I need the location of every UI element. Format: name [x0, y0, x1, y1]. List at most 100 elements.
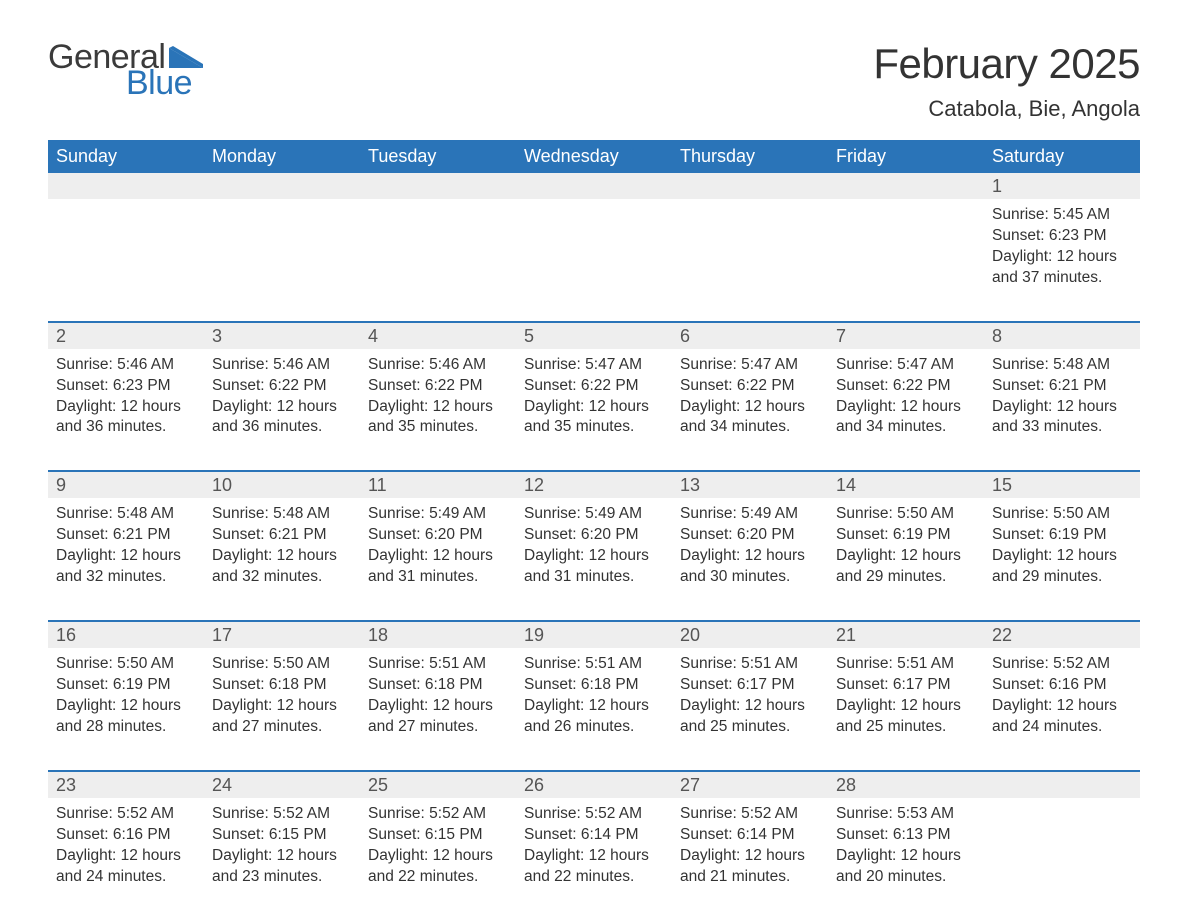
day-sunrise: Sunrise: 5:50 AM [836, 504, 976, 525]
day-sunset: Sunset: 6:13 PM [836, 825, 976, 846]
day-sunset: Sunset: 6:18 PM [212, 675, 352, 696]
day-content: Sunrise: 5:52 AMSunset: 6:15 PMDaylight:… [360, 798, 516, 892]
day-daylight1: Daylight: 12 hours [680, 696, 820, 717]
day-cell [360, 173, 516, 293]
day-daylight2: and 32 minutes. [212, 567, 352, 588]
day-sunset: Sunset: 6:21 PM [56, 525, 196, 546]
calendar-week: 1Sunrise: 5:45 AMSunset: 6:23 PMDaylight… [48, 173, 1140, 293]
day-daylight2: and 27 minutes. [368, 717, 508, 738]
day-sunset: Sunset: 6:18 PM [368, 675, 508, 696]
day-daylight2: and 33 minutes. [992, 417, 1132, 438]
day-cell: 27Sunrise: 5:52 AMSunset: 6:14 PMDayligh… [672, 772, 828, 892]
day-cell: 28Sunrise: 5:53 AMSunset: 6:13 PMDayligh… [828, 772, 984, 892]
day-number [672, 173, 828, 199]
day-daylight1: Daylight: 12 hours [212, 397, 352, 418]
day-cell: 4Sunrise: 5:46 AMSunset: 6:22 PMDaylight… [360, 323, 516, 443]
day-sunrise: Sunrise: 5:52 AM [524, 804, 664, 825]
weekday-label: Sunday [48, 140, 204, 173]
day-sunset: Sunset: 6:19 PM [56, 675, 196, 696]
day-sunrise: Sunrise: 5:47 AM [680, 355, 820, 376]
day-number: 22 [984, 622, 1140, 648]
weekday-label: Friday [828, 140, 984, 173]
day-content: Sunrise: 5:49 AMSunset: 6:20 PMDaylight:… [516, 498, 672, 592]
day-daylight1: Daylight: 12 hours [680, 846, 820, 867]
day-number [360, 173, 516, 199]
day-sunrise: Sunrise: 5:50 AM [212, 654, 352, 675]
day-cell: 12Sunrise: 5:49 AMSunset: 6:20 PMDayligh… [516, 472, 672, 592]
day-number [204, 173, 360, 199]
day-sunrise: Sunrise: 5:51 AM [368, 654, 508, 675]
day-cell [48, 173, 204, 293]
day-daylight1: Daylight: 12 hours [524, 546, 664, 567]
day-cell [828, 173, 984, 293]
day-content: Sunrise: 5:51 AMSunset: 6:17 PMDaylight:… [828, 648, 984, 742]
day-cell: 14 Sunrise: 5:50 AMSunset: 6:19 PMDayligh… [828, 472, 984, 592]
day-daylight2: and 31 minutes. [368, 567, 508, 588]
day-daylight2: and 22 minutes. [524, 867, 664, 888]
day-cell [984, 772, 1140, 892]
day-sunset: Sunset: 6:16 PM [992, 675, 1132, 696]
day-sunset: Sunset: 6:22 PM [524, 376, 664, 397]
day-content: Sunrise: 5:50 AMSunset: 6:18 PMDaylight:… [204, 648, 360, 742]
day-sunset: Sunset: 6:19 PM [836, 525, 976, 546]
day-number: 9 [48, 472, 204, 498]
day-number: 1 [984, 173, 1140, 199]
day-sunset: Sunset: 6:20 PM [680, 525, 820, 546]
day-cell: 19Sunrise: 5:51 AMSunset: 6:18 PMDayligh… [516, 622, 672, 742]
day-sunrise: Sunrise: 5:50 AM [992, 504, 1132, 525]
day-sunrise: Sunrise: 5:49 AM [680, 504, 820, 525]
day-daylight2: and 35 minutes. [368, 417, 508, 438]
day-daylight2: and 37 minutes. [992, 268, 1132, 289]
day-sunrise: Sunrise: 5:52 AM [680, 804, 820, 825]
day-content: Sunrise: 5:52 AMSunset: 6:16 PMDaylight:… [984, 648, 1140, 742]
day-cell: 3Sunrise: 5:46 AMSunset: 6:22 PMDaylight… [204, 323, 360, 443]
day-sunrise: Sunrise: 5:52 AM [56, 804, 196, 825]
day-daylight1: Daylight: 12 hours [56, 397, 196, 418]
day-number [516, 173, 672, 199]
day-content: Sunrise: 5:46 AMSunset: 6:22 PMDaylight:… [360, 349, 516, 443]
day-number: 8 [984, 323, 1140, 349]
day-cell: 13Sunrise: 5:49 AMSunset: 6:20 PMDayligh… [672, 472, 828, 592]
day-daylight2: and 23 minutes. [212, 867, 352, 888]
day-daylight1: Daylight: 12 hours [524, 397, 664, 418]
day-number: 18 [360, 622, 516, 648]
day-daylight1: Daylight: 12 hours [992, 546, 1132, 567]
day-cell [672, 173, 828, 293]
day-content: Sunrise: 5:46 AMSunset: 6:22 PMDaylight:… [204, 349, 360, 443]
weekday-label: Tuesday [360, 140, 516, 173]
day-content: Sunrise: 5:51 AMSunset: 6:18 PMDaylight:… [516, 648, 672, 742]
day-number [828, 173, 984, 199]
day-daylight2: and 24 minutes. [56, 867, 196, 888]
logo: General Blue [48, 40, 203, 100]
day-daylight2: and 30 minutes. [680, 567, 820, 588]
day-daylight1: Daylight: 12 hours [992, 696, 1132, 717]
day-cell: 18Sunrise: 5:51 AMSunset: 6:18 PMDayligh… [360, 622, 516, 742]
day-sunrise: Sunrise: 5:47 AM [524, 355, 664, 376]
day-content: Sunrise: 5:49 AMSunset: 6:20 PMDaylight:… [360, 498, 516, 592]
day-sunset: Sunset: 6:15 PM [212, 825, 352, 846]
day-sunrise: Sunrise: 5:46 AM [56, 355, 196, 376]
day-number: 12 [516, 472, 672, 498]
day-content: Sunrise: 5:48 AMSunset: 6:21 PMDaylight:… [48, 498, 204, 592]
day-content: Sunrise: 5:48 AMSunset: 6:21 PMDaylight:… [984, 349, 1140, 443]
day-number: 28 [828, 772, 984, 798]
day-content: Sunrise: 5:52 AMSunset: 6:15 PMDaylight:… [204, 798, 360, 892]
day-number: 7 [828, 323, 984, 349]
day-sunrise: Sunrise: 5:48 AM [992, 355, 1132, 376]
day-cell: 22Sunrise: 5:52 AMSunset: 6:16 PMDayligh… [984, 622, 1140, 742]
weekday-label: Monday [204, 140, 360, 173]
day-daylight1: Daylight: 12 hours [992, 247, 1132, 268]
day-daylight2: and 35 minutes. [524, 417, 664, 438]
day-sunrise: Sunrise: 5:51 AM [836, 654, 976, 675]
day-daylight1: Daylight: 12 hours [836, 846, 976, 867]
day-number: 14 [828, 472, 984, 498]
day-number [984, 772, 1140, 798]
day-daylight2: and 22 minutes. [368, 867, 508, 888]
day-sunrise: Sunrise: 5:49 AM [524, 504, 664, 525]
day-cell [516, 173, 672, 293]
day-sunset: Sunset: 6:22 PM [212, 376, 352, 397]
day-number: 21 [828, 622, 984, 648]
day-daylight1: Daylight: 12 hours [836, 546, 976, 567]
day-content: Sunrise: 5:45 AMSunset: 6:23 PMDaylight:… [984, 199, 1140, 293]
day-number: 24 [204, 772, 360, 798]
